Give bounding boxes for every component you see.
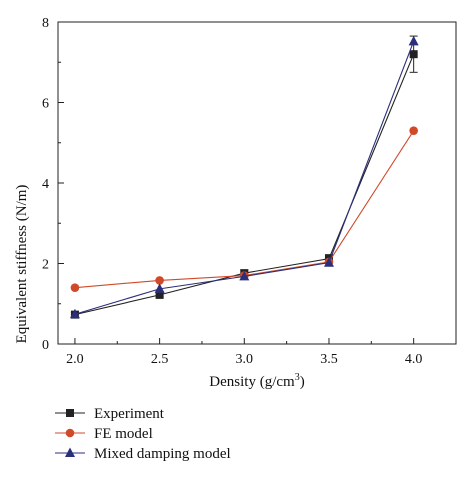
- x-tick-label: 3.5: [320, 352, 338, 367]
- x-tick-label: 3.0: [236, 352, 254, 367]
- legend: Experiment FE model Mixed damping model: [55, 406, 231, 462]
- x-axis-title-tail: ): [300, 374, 305, 390]
- legend-label: FE model: [94, 426, 153, 442]
- series-fe-model: [70, 126, 418, 292]
- legend-marker: [65, 428, 75, 438]
- y-tick-label: 4: [42, 177, 49, 192]
- x-axis-title: Density (g/cm3): [209, 372, 304, 390]
- legend-item: FE model: [55, 426, 153, 442]
- legend-marker: [65, 447, 75, 457]
- legend-label: Experiment: [94, 406, 165, 422]
- legend-marker: [66, 409, 74, 417]
- x-tick-label: 2.0: [66, 352, 84, 367]
- y-tick-label: 2: [42, 258, 49, 273]
- y-tick-label: 0: [42, 338, 49, 353]
- legend-item: Experiment: [55, 406, 165, 422]
- y-axis: 0 2 4 6 8: [42, 16, 64, 353]
- legend-item: Mixed damping model: [55, 446, 231, 462]
- y-tick-label: 6: [42, 97, 49, 112]
- x-axis: 2.0 2.5 3.0 3.5 4.0: [66, 338, 422, 367]
- x-axis-title-superscript: 3: [295, 372, 300, 383]
- data-point: [323, 257, 334, 267]
- y-tick-label: 8: [42, 16, 49, 31]
- legend-label: Mixed damping model: [94, 446, 231, 462]
- x-tick-label: 2.5: [151, 352, 169, 367]
- x-tick-label: 4.0: [405, 352, 423, 367]
- data-point: [155, 290, 164, 299]
- data-point: [239, 270, 250, 281]
- data-point: [408, 35, 419, 46]
- x-axis-title-text: Density (g/cm: [209, 374, 295, 390]
- data-point: [69, 308, 80, 319]
- series-layer: [69, 35, 419, 319]
- data-point: [409, 126, 418, 135]
- data-point: [154, 283, 165, 293]
- data-point: [155, 276, 164, 285]
- y-axis-title: Equivalent stiffness (N/m): [14, 185, 30, 344]
- plot-frame: [57, 21, 457, 345]
- data-point: [70, 283, 80, 292]
- plot-border: [57, 21, 457, 345]
- series-mixed-damping-model: [69, 35, 419, 319]
- series-line: [74, 130, 415, 289]
- data-point: [409, 50, 418, 59]
